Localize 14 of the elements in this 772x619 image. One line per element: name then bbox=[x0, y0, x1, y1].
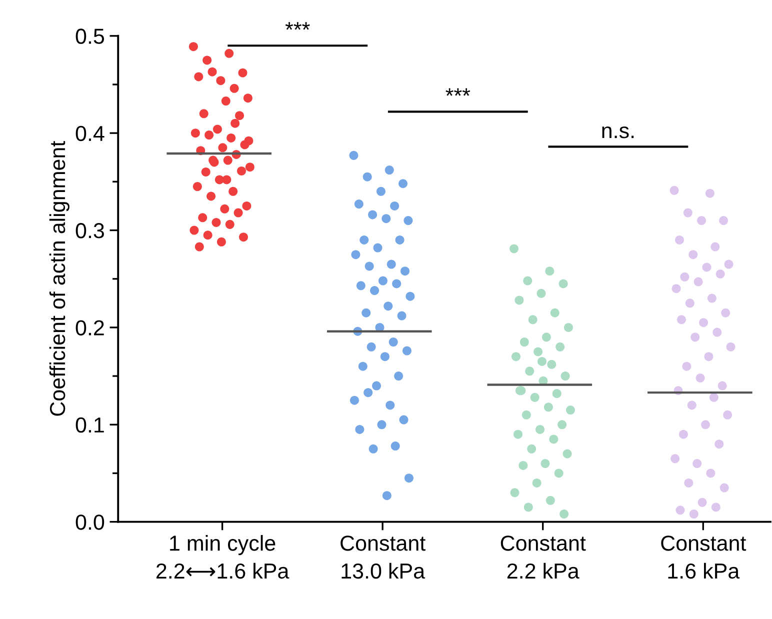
text: *** bbox=[285, 22, 310, 30]
annotation: n.s. bbox=[602, 126, 634, 138]
x-tick-label: Constant 2.2 kPa bbox=[500, 536, 586, 579]
x-tick-label: 1 min cycle 2.2⟷1.6 kPa bbox=[156, 535, 290, 579]
x-tick-label: Constant 1.6 kPa bbox=[661, 536, 746, 579]
x-tick-label: Constant 13.0 kPa bbox=[340, 536, 426, 579]
y-tick-label: 0.0 bbox=[76, 514, 104, 530]
y-tick-label: 0.3 bbox=[76, 223, 104, 238]
annotation: *** bbox=[446, 88, 470, 96]
y-tick-label: 0.2 bbox=[76, 320, 104, 336]
y-tick-label: 0.5 bbox=[76, 28, 104, 44]
y-axis-title: Coefficient of actin alignment bbox=[49, 140, 70, 416]
y-tick-label: 0.4 bbox=[76, 126, 104, 142]
y-tick-label: 0.1 bbox=[76, 417, 104, 433]
